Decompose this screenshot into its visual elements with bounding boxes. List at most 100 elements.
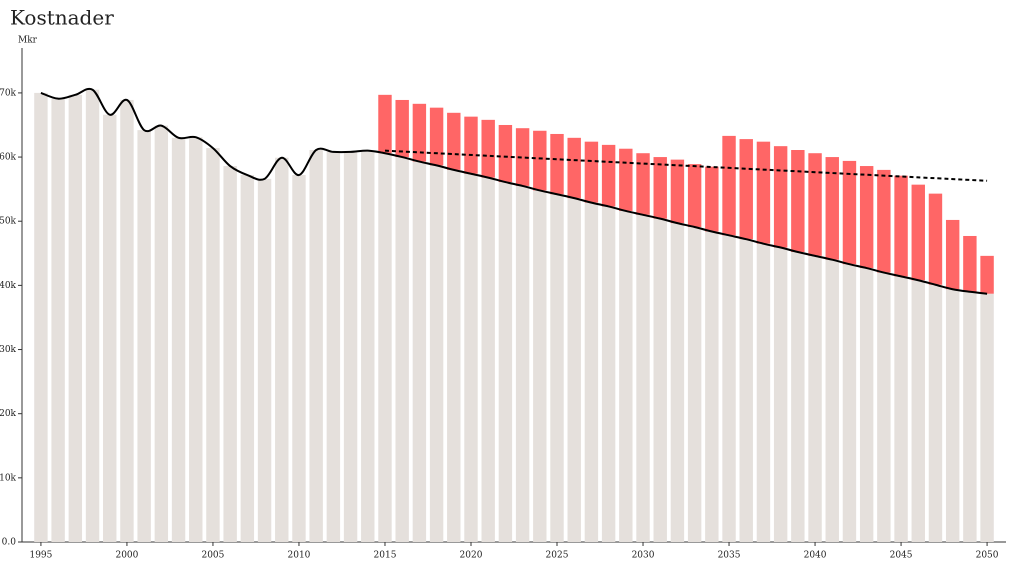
bar (808, 153, 822, 256)
bar (739, 139, 753, 240)
bar (894, 276, 908, 542)
bar (275, 157, 289, 543)
x-tick-label: 2005 (201, 551, 224, 561)
x-tick-label: 1995 (29, 551, 52, 561)
y-tick-label: 50k (0, 217, 17, 227)
y-tick-label: 0.0 (2, 538, 17, 548)
bar (756, 243, 771, 542)
bar (619, 148, 633, 211)
bar (412, 161, 427, 542)
bar (687, 226, 702, 542)
y-tick-label: 70k (0, 88, 17, 98)
bar (773, 146, 788, 248)
bar (447, 169, 461, 542)
y-tick-label: 10k (0, 473, 17, 483)
bar (206, 148, 220, 542)
y-tick-label: 60k (0, 153, 17, 163)
bar (636, 214, 650, 543)
x-tick-label: 2040 (804, 551, 827, 561)
bar (429, 107, 444, 166)
bar (619, 210, 633, 542)
bar (653, 157, 667, 219)
y-tick-label: 30k (0, 345, 17, 355)
bar (756, 141, 771, 244)
bar (378, 94, 392, 154)
bar (705, 166, 719, 232)
bar (670, 223, 685, 543)
bar (722, 235, 736, 542)
bar (34, 92, 48, 542)
x-tick-label: 2045 (890, 551, 913, 561)
bar (601, 206, 616, 542)
bar (722, 135, 736, 236)
bar (859, 166, 874, 269)
x-tick-label: 2050 (976, 551, 999, 561)
bar (825, 157, 839, 260)
bar (567, 137, 581, 199)
bar (808, 255, 822, 542)
x-tick-label: 2025 (546, 551, 569, 561)
bar (429, 165, 444, 542)
bar (68, 94, 83, 542)
bar (911, 280, 925, 542)
bar (326, 151, 341, 542)
bar (481, 119, 495, 178)
bar (533, 190, 547, 543)
chart-title: Kostnader (10, 6, 114, 30)
bar (567, 198, 581, 542)
y-tick-label: 40k (0, 281, 17, 291)
bar (584, 202, 599, 542)
bar (533, 130, 547, 191)
bar (361, 150, 375, 542)
bar (945, 289, 960, 542)
bar (498, 182, 513, 543)
bar (378, 153, 392, 543)
bar (842, 264, 857, 542)
x-tick-label: 2020 (460, 551, 483, 561)
bar (550, 133, 564, 195)
bar (85, 89, 100, 543)
bar (395, 99, 409, 158)
bar (928, 193, 943, 285)
bar (498, 124, 513, 183)
bar (894, 175, 908, 277)
bar (154, 125, 169, 542)
bar (842, 160, 857, 265)
bar (945, 219, 960, 290)
bar (601, 144, 616, 207)
dashed-line (384, 149, 988, 182)
bar (292, 175, 306, 542)
bar (395, 157, 409, 542)
bar (120, 99, 134, 542)
bar (687, 164, 702, 227)
bar (928, 284, 943, 542)
bar (481, 177, 495, 543)
bar (773, 247, 788, 543)
bar (739, 239, 753, 542)
x-tick-label: 2000 (115, 551, 138, 561)
line (40, 87, 988, 295)
bar (240, 175, 255, 542)
bar (980, 293, 994, 542)
bar (189, 137, 203, 542)
bar (464, 116, 478, 174)
x-tick-label: 2010 (288, 551, 311, 561)
bar (447, 112, 461, 170)
bar (515, 128, 530, 186)
bar (223, 166, 237, 542)
bar (137, 130, 151, 542)
bar (653, 218, 667, 542)
x-tick-label: 2030 (632, 551, 655, 561)
y-tick-label: 20k (0, 409, 17, 419)
x-tick-label: 2035 (718, 551, 741, 561)
bar (963, 235, 977, 292)
bar (963, 291, 977, 542)
x-tick-label: 2015 (374, 551, 397, 561)
bar (103, 114, 117, 542)
bar (980, 255, 994, 294)
bar (911, 184, 925, 281)
bar (859, 268, 874, 542)
bar (791, 150, 805, 253)
